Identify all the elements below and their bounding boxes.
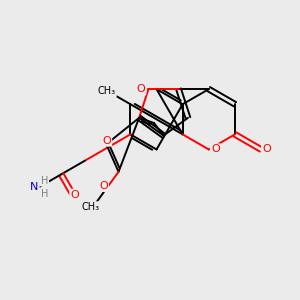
- Text: H: H: [41, 176, 48, 185]
- Text: O: O: [102, 136, 111, 146]
- Text: O: O: [262, 145, 271, 154]
- Text: N: N: [30, 182, 39, 192]
- Text: CH₃: CH₃: [98, 86, 116, 96]
- Text: H: H: [41, 189, 48, 199]
- Text: O: O: [99, 181, 108, 191]
- Text: CH₃: CH₃: [81, 202, 99, 212]
- Text: O: O: [136, 84, 145, 94]
- Text: O: O: [211, 145, 220, 154]
- Text: O: O: [70, 190, 79, 200]
